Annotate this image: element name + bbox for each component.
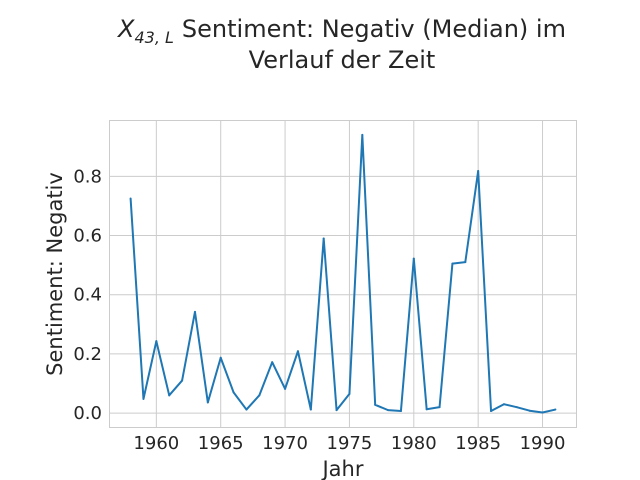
y-tick-label-0.8: 0.8	[73, 166, 102, 187]
data-point-1963	[193, 310, 196, 313]
x-tick-label-1980: 1980	[391, 433, 437, 454]
y-tick-label-0.2: 0.2	[73, 344, 102, 365]
data-point-1976	[361, 133, 364, 136]
x-tick-label-1975: 1975	[327, 433, 373, 454]
data-point-1987	[502, 403, 505, 406]
data-point-1985	[477, 170, 480, 173]
data-point-1980	[412, 257, 415, 260]
series-line	[129, 133, 556, 414]
x-tick-label-1960: 1960	[133, 433, 179, 454]
plot-frame	[109, 120, 577, 428]
x-axis-label: Jahr	[320, 457, 363, 480]
data-point-1970	[284, 387, 287, 390]
data-point-1959	[142, 397, 145, 400]
data-point-1979	[399, 410, 402, 413]
data-point-1973	[322, 237, 325, 240]
y-tick-label-0.6: 0.6	[73, 226, 102, 247]
x-tick-label-1985: 1985	[455, 433, 501, 454]
data-point-1971	[296, 350, 299, 353]
data-points	[129, 133, 557, 414]
data-point-1964	[206, 401, 209, 404]
data-point-1975	[348, 392, 351, 395]
data-point-1967	[245, 408, 248, 411]
x-tick-label-1965: 1965	[198, 433, 244, 454]
data-point-1972	[309, 408, 312, 411]
chart-title-line-1: X43, L Sentiment: Negativ (Median) im	[116, 15, 566, 47]
x-tick-labels: 1960 1965 1970 1975 1980 1985 1990	[133, 433, 565, 454]
y-tick-label-0.4: 0.4	[73, 285, 102, 306]
plot-area	[109, 120, 577, 428]
data-point-1968	[258, 394, 261, 397]
data-point-1962	[181, 379, 184, 382]
data-point-1974	[335, 409, 338, 412]
data-point-1988	[515, 406, 518, 409]
data-point-1958	[129, 197, 132, 200]
data-point-1982	[438, 406, 441, 409]
data-point-1981	[425, 408, 428, 411]
data-point-1961	[168, 394, 171, 397]
data-point-1989	[528, 409, 531, 412]
data-point-1978	[387, 409, 390, 412]
data-point-1991	[554, 408, 557, 411]
data-point-1986	[490, 410, 493, 413]
data-point-1990	[541, 411, 544, 414]
data-point-1977	[374, 403, 377, 406]
data-point-1965	[219, 356, 222, 359]
chart-title-line-2: Verlauf der Zeit	[249, 46, 436, 74]
y-tick-labels: 0.0 0.2 0.4 0.6 0.8	[73, 166, 102, 424]
data-point-1969	[271, 361, 274, 364]
x-tick-label-1990: 1990	[520, 433, 566, 454]
y-gridlines	[110, 175, 576, 414]
x-tick-label-1970: 1970	[262, 433, 308, 454]
y-tick-label-0.0: 0.0	[73, 403, 102, 424]
data-point-1983	[451, 262, 454, 265]
data-point-1984	[464, 261, 467, 264]
y-axis-label: Sentiment: Negativ	[43, 172, 67, 376]
data-point-1960	[155, 340, 158, 343]
data-point-1966	[232, 391, 235, 394]
